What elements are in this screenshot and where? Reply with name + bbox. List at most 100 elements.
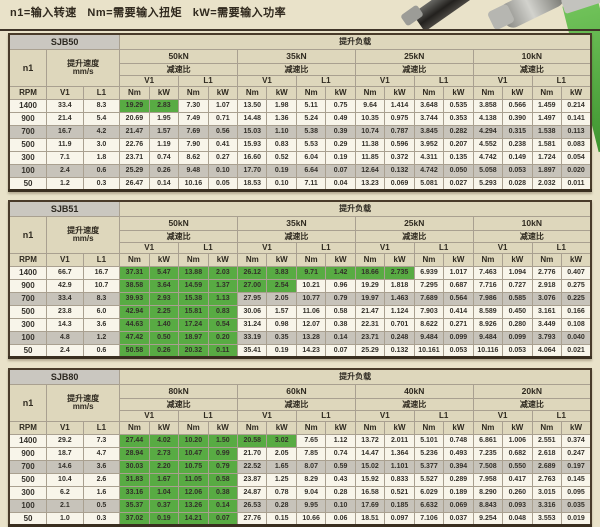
value-cell: 7.463 bbox=[472, 265, 504, 280]
value-cell: 13.28 bbox=[295, 330, 327, 345]
load-capacity-label: 10kN bbox=[472, 48, 592, 64]
data-row: 900 42.9 10.7 38.58 3.64 14.59 1.37 27.00 2.54… bbox=[8, 278, 592, 293]
value-cell: 2.05 bbox=[266, 291, 297, 306]
nm-header: Nm bbox=[354, 252, 386, 267]
value-cell: 0.19 bbox=[266, 163, 297, 178]
value-cell: 21.70 bbox=[237, 446, 268, 461]
v1-label: V1 bbox=[119, 241, 180, 254]
l1-label: L1 bbox=[531, 74, 592, 87]
value-cell: 8.843 bbox=[472, 498, 504, 513]
value-cell: 6.861 bbox=[472, 433, 504, 448]
nm-header: Nm bbox=[531, 420, 563, 435]
ratio-label: 减速比 bbox=[119, 397, 239, 411]
rpm-cell: 300 bbox=[8, 317, 48, 332]
value-cell: 18.66 bbox=[354, 265, 386, 280]
value-cell: 2.20 bbox=[148, 459, 180, 474]
value-cell: 0.197 bbox=[561, 459, 592, 474]
value-cell: 33.16 bbox=[119, 485, 150, 500]
value-cell: 2.689 bbox=[531, 459, 563, 474]
load-capacity-label: 35kN bbox=[237, 48, 356, 64]
value-cell: 0.214 bbox=[561, 98, 592, 113]
value-cell: 0.27 bbox=[207, 150, 239, 165]
l1-label: L1 bbox=[295, 409, 356, 422]
rpm-cell: 50 bbox=[8, 343, 48, 358]
value-cell: 0.566 bbox=[502, 98, 533, 113]
value-cell: 1.017 bbox=[443, 265, 474, 280]
value-cell: 0.49 bbox=[325, 111, 356, 126]
value-cell: 0.43 bbox=[325, 472, 356, 487]
value-cell: 10.21 bbox=[295, 278, 327, 293]
ratio-label: 减速比 bbox=[237, 229, 356, 243]
value-cell: 0.54 bbox=[207, 317, 239, 332]
kw-header: kW bbox=[266, 85, 297, 100]
value-cell: 0.10 bbox=[325, 498, 356, 513]
v1-speed-header: V1 bbox=[46, 420, 84, 435]
value-cell: 0.275 bbox=[561, 278, 592, 293]
rpm-cell: 500 bbox=[8, 137, 48, 152]
value-cell: 0.414 bbox=[443, 304, 474, 319]
l1-label: L1 bbox=[413, 74, 474, 87]
value-cell: 31.83 bbox=[119, 472, 150, 487]
value-cell: 1.006 bbox=[502, 433, 533, 448]
kw-header: kW bbox=[148, 420, 180, 435]
kw-header: kW bbox=[561, 420, 592, 435]
value-cell: 7.69 bbox=[178, 124, 209, 139]
value-cell: 20.32 bbox=[178, 343, 209, 358]
value-cell: 1.364 bbox=[384, 446, 415, 461]
value-cell: 38.58 bbox=[119, 278, 150, 293]
data-row: 100 4.8 1.2 47.42 0.50 18.97 0.20 33.19 0.35 13… bbox=[8, 330, 592, 345]
value-cell: 8.07 bbox=[295, 459, 327, 474]
value-cell: 4.742 bbox=[472, 150, 504, 165]
value-cell: 0.71 bbox=[207, 111, 239, 126]
value-cell: 0.58 bbox=[207, 472, 239, 487]
data-row: 900 18.7 4.7 28.94 2.73 10.47 0.99 21.70 2.05 7… bbox=[8, 446, 592, 461]
value-cell: 14.59 bbox=[178, 278, 209, 293]
value-cell: 1.57 bbox=[266, 304, 297, 319]
l1-speed-cell: 5.4 bbox=[82, 111, 121, 126]
value-cell: 0.289 bbox=[443, 472, 474, 487]
load-capacity-label: 10kN bbox=[472, 215, 592, 231]
v1-speed-cell: 4.8 bbox=[46, 330, 84, 345]
value-cell: 1.07 bbox=[207, 98, 239, 113]
v1-label: V1 bbox=[472, 409, 533, 422]
value-cell: 0.132 bbox=[384, 343, 415, 358]
value-cell: 13.50 bbox=[237, 98, 268, 113]
load-capacity-row: n1 提升速度 mm/s 50kN 35kN 25kN 10kN bbox=[8, 215, 592, 254]
load-capacity-label: 25kN bbox=[354, 215, 474, 231]
value-cell: 1.12 bbox=[325, 433, 356, 448]
value-cell: 0.83 bbox=[266, 137, 297, 152]
ratio-label: 减速比 bbox=[354, 62, 474, 76]
value-cell: 0.407 bbox=[561, 265, 592, 280]
value-cell: 0.727 bbox=[502, 278, 533, 293]
value-cell: 17.69 bbox=[354, 498, 386, 513]
v1-speed-cell: 33.4 bbox=[46, 98, 84, 113]
nm-header: Nm bbox=[472, 420, 504, 435]
value-cell: 0.097 bbox=[384, 511, 415, 526]
rpm-cell: 500 bbox=[8, 472, 48, 487]
v1-speed-cell: 2.4 bbox=[46, 343, 84, 358]
value-cell: 0.96 bbox=[325, 278, 356, 293]
product-photo bbox=[400, 0, 600, 29]
l1-label: L1 bbox=[178, 74, 239, 87]
l1-speed-cell: 3.6 bbox=[82, 317, 121, 332]
value-cell: 7.903 bbox=[413, 304, 445, 319]
value-cell: 1.50 bbox=[207, 433, 239, 448]
v1-speed-cell: 42.9 bbox=[46, 278, 84, 293]
v1-speed-cell: 66.7 bbox=[46, 265, 84, 280]
value-cell: 9.254 bbox=[472, 511, 504, 526]
value-cell: 2.763 bbox=[531, 472, 563, 487]
value-cell: 14.47 bbox=[354, 446, 386, 461]
rpm-cell: 500 bbox=[8, 304, 48, 319]
nm-header: Nm bbox=[354, 85, 386, 100]
value-cell: 2.618 bbox=[531, 446, 563, 461]
value-cell: 3.648 bbox=[413, 98, 445, 113]
v1-label: V1 bbox=[237, 241, 297, 254]
l1-speed-cell: 6.0 bbox=[82, 304, 121, 319]
ratio-row: 减速比 减速比 减速比 减速比 bbox=[9, 62, 592, 76]
v1-speed-cell: 7.1 bbox=[46, 150, 84, 165]
value-cell: 20.58 bbox=[237, 433, 268, 448]
l1-speed-cell: 1.8 bbox=[82, 150, 121, 165]
value-cell: 1.04 bbox=[148, 485, 180, 500]
value-cell: 39.93 bbox=[119, 291, 150, 306]
value-cell: 2.25 bbox=[148, 304, 180, 319]
